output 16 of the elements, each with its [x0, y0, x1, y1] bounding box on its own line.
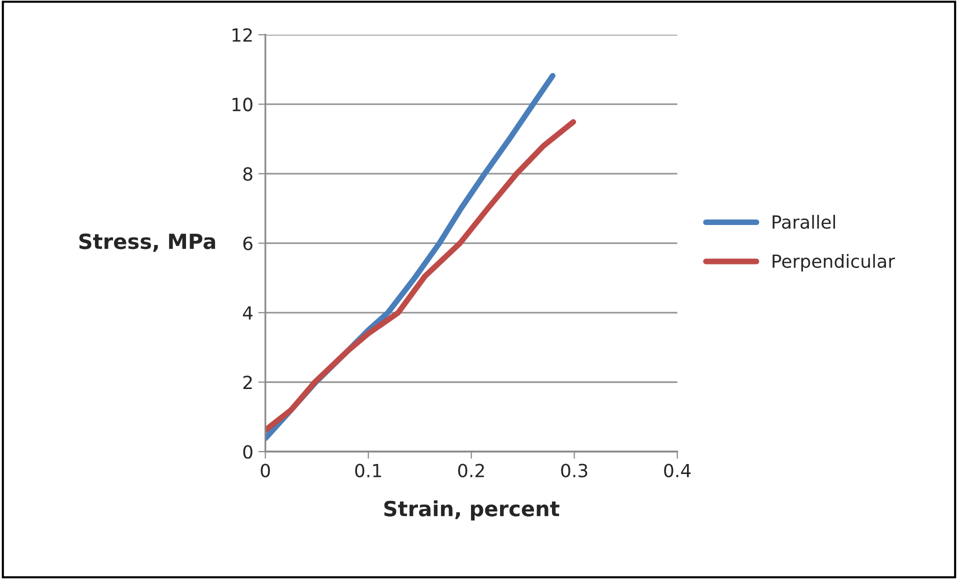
legend-label: Perpendicular: [772, 254, 896, 272]
y-axis-title: Stress, MPa: [79, 233, 216, 252]
y-tick-label: 8: [243, 167, 252, 181]
x-axis-title: Strain, percent: [384, 500, 560, 521]
legend-label: Parallel: [772, 214, 836, 229]
y-tick-label: 12: [232, 28, 252, 42]
y-tick-label: 0: [243, 445, 252, 459]
x-tick-label: 0.2: [458, 464, 484, 478]
y-tick-label: 2: [243, 376, 252, 389]
x-tick-label: 0.3: [561, 464, 588, 478]
y-tick-label: 4: [242, 306, 253, 320]
y-tick-label: 6: [243, 236, 252, 250]
x-tick-label: 0: [260, 464, 270, 478]
x-tick-label: 0.4: [664, 464, 691, 478]
y-tick-label: 10: [232, 98, 252, 112]
x-tick-label: 0.1: [355, 464, 382, 478]
